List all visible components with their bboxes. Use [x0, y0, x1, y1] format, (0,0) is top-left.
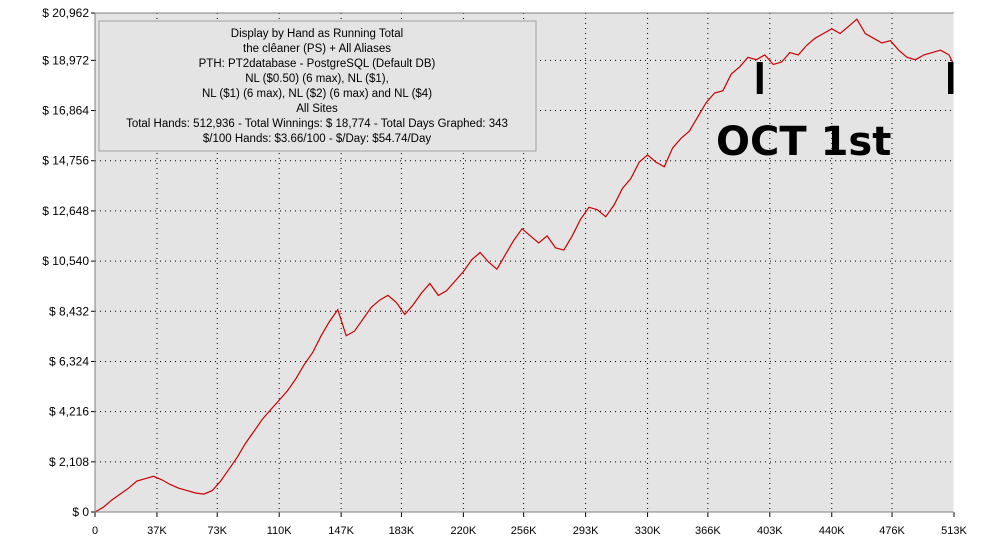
- x-tick-label: 440K: [819, 525, 845, 537]
- annotation-markers: [756, 62, 954, 94]
- y-tick-label: $ 6,324: [49, 354, 89, 368]
- y-axis-tick-labels: $ 0 $ 2,108 $ 4,216 $ 6,324 $ 8,432 $ 10,540 $…: [42, 6, 95, 519]
- x-tick-label: 0: [92, 525, 98, 537]
- info-box-line: All Sites: [296, 103, 338, 115]
- x-tick-label: 256K: [511, 525, 537, 537]
- y-tick-label: $ 14,756: [42, 154, 89, 168]
- x-tick-label: 330K: [635, 525, 661, 537]
- y-tick-label: $ 2,108: [49, 455, 89, 469]
- x-tick-label: 147K: [328, 525, 354, 537]
- y-tick-label: $ 8,432: [49, 304, 89, 318]
- y-tick-label: $ 20,962: [42, 6, 89, 20]
- x-tick-label: 476K: [879, 525, 905, 537]
- info-box-line: Display by Hand as Running Total: [231, 28, 403, 40]
- x-tick-label: 37K: [147, 525, 167, 537]
- info-box: Display by Hand as Running Total the clêa…: [98, 20, 537, 152]
- x-tick-label: 513K: [941, 525, 967, 537]
- x-tick-label: 183K: [389, 525, 415, 537]
- info-box-frame: [98, 20, 537, 152]
- y-tick-label: $ 4,216: [49, 405, 89, 419]
- info-box-line: NL ($0.50) (6 max), NL ($1),: [245, 73, 389, 85]
- x-tick-label: 366K: [695, 525, 721, 537]
- y-tick-label: $ 16,864: [42, 104, 89, 118]
- y-tick-label: $ 0: [72, 505, 89, 519]
- x-tick-label: 220K: [451, 525, 477, 537]
- annotation: OCT 1st: [716, 62, 954, 165]
- x-tick-label: 73K: [207, 525, 227, 537]
- series-line: [94, 18, 955, 513]
- info-box-line: NL ($1) (6 max), NL ($2) (6 max) and NL …: [202, 88, 432, 100]
- x-axis-tick-labels: 0 37K 73K 110K 147K 183K 220K 256K 293K 330K 366K 4…: [92, 512, 968, 537]
- y-tick-label: $ 12,648: [42, 204, 89, 218]
- info-box-line: $/100 Hands: $3.66/100 - $/Day: $54.74/D…: [203, 133, 431, 145]
- x-tick-label: 293K: [573, 525, 599, 537]
- annotation-text: OCT 1st: [716, 119, 891, 165]
- info-box-line: the clêaner (PS) + All Aliases: [243, 43, 391, 55]
- y-tick-label: $ 18,972: [42, 53, 89, 67]
- info-box-lines: Display by Hand as Running Total the clêa…: [126, 28, 508, 145]
- x-tick-label: 110K: [267, 525, 293, 537]
- x-tick-label: 403K: [757, 525, 783, 537]
- info-box-line: PTH: PT2database - PostgreSQL (Default D…: [199, 58, 436, 70]
- y-tick-label: $ 10,540: [42, 254, 89, 268]
- info-box-line: Total Hands: 512,936 - Total Winnings: $…: [126, 118, 508, 130]
